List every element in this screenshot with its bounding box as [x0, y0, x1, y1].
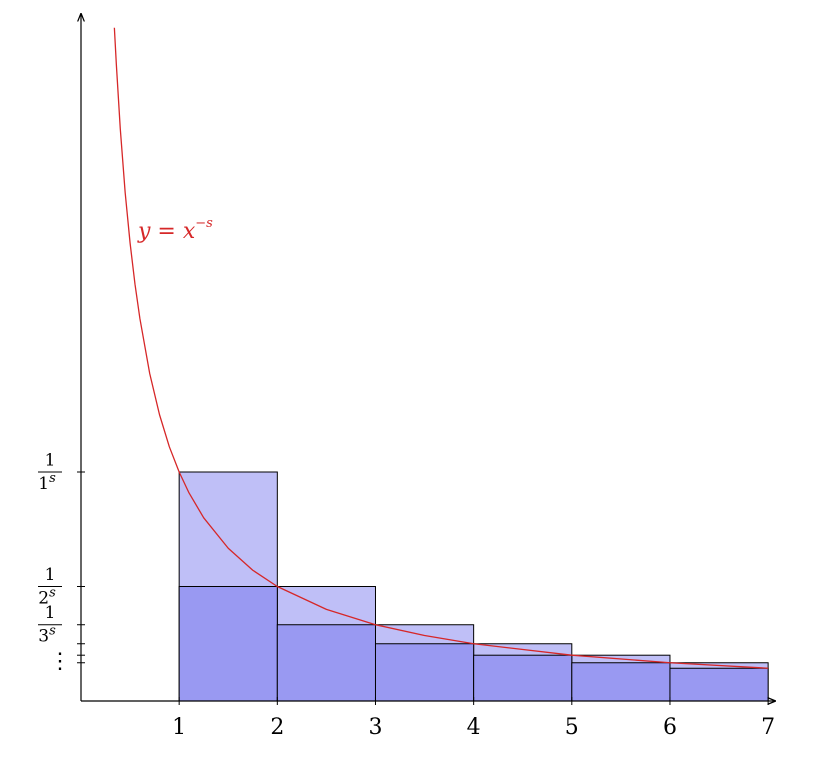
x-tick-label: 2: [270, 715, 284, 740]
y-tick-label: 11s: [38, 451, 62, 494]
fraction-denominator: 2s: [38, 585, 56, 608]
denominator-exponent: s: [49, 585, 56, 600]
x-tick-label: 6: [663, 715, 677, 740]
curve-label-base: y = x: [137, 219, 196, 244]
denominator-base: 3: [38, 626, 49, 646]
denominator-base: 1: [38, 474, 49, 494]
denominator-exponent: s: [49, 471, 56, 486]
x-tick-label: 3: [368, 715, 382, 740]
curve-label-exponent: −s: [195, 216, 213, 231]
lower-bar: [178, 586, 278, 702]
x-tick-label: 1: [172, 715, 186, 740]
lower-bar: [571, 662, 671, 702]
x-tick-label: 5: [565, 715, 579, 740]
curve-label: y = x−s: [137, 216, 213, 245]
lower-bar: [669, 667, 769, 702]
denominator-exponent: s: [49, 623, 56, 638]
lower-bar: [276, 624, 376, 702]
curve: [113, 27, 769, 669]
fraction-numerator: 1: [45, 451, 56, 471]
fraction-denominator: 3s: [38, 623, 56, 646]
denominator-base: 2: [38, 588, 49, 608]
x-tick-label: 7: [761, 715, 775, 740]
fraction-numerator: 1: [45, 565, 56, 585]
y-tick-label: 13s: [38, 603, 62, 646]
fraction-denominator: 1s: [38, 471, 56, 494]
x-tick-label: 4: [467, 715, 481, 740]
y-tick-label: 12s: [38, 565, 62, 608]
lower-bar: [374, 643, 475, 702]
y-ellipsis: ⋮: [49, 649, 71, 674]
fraction-numerator: 1: [45, 603, 56, 623]
lower-bar: [473, 654, 573, 702]
